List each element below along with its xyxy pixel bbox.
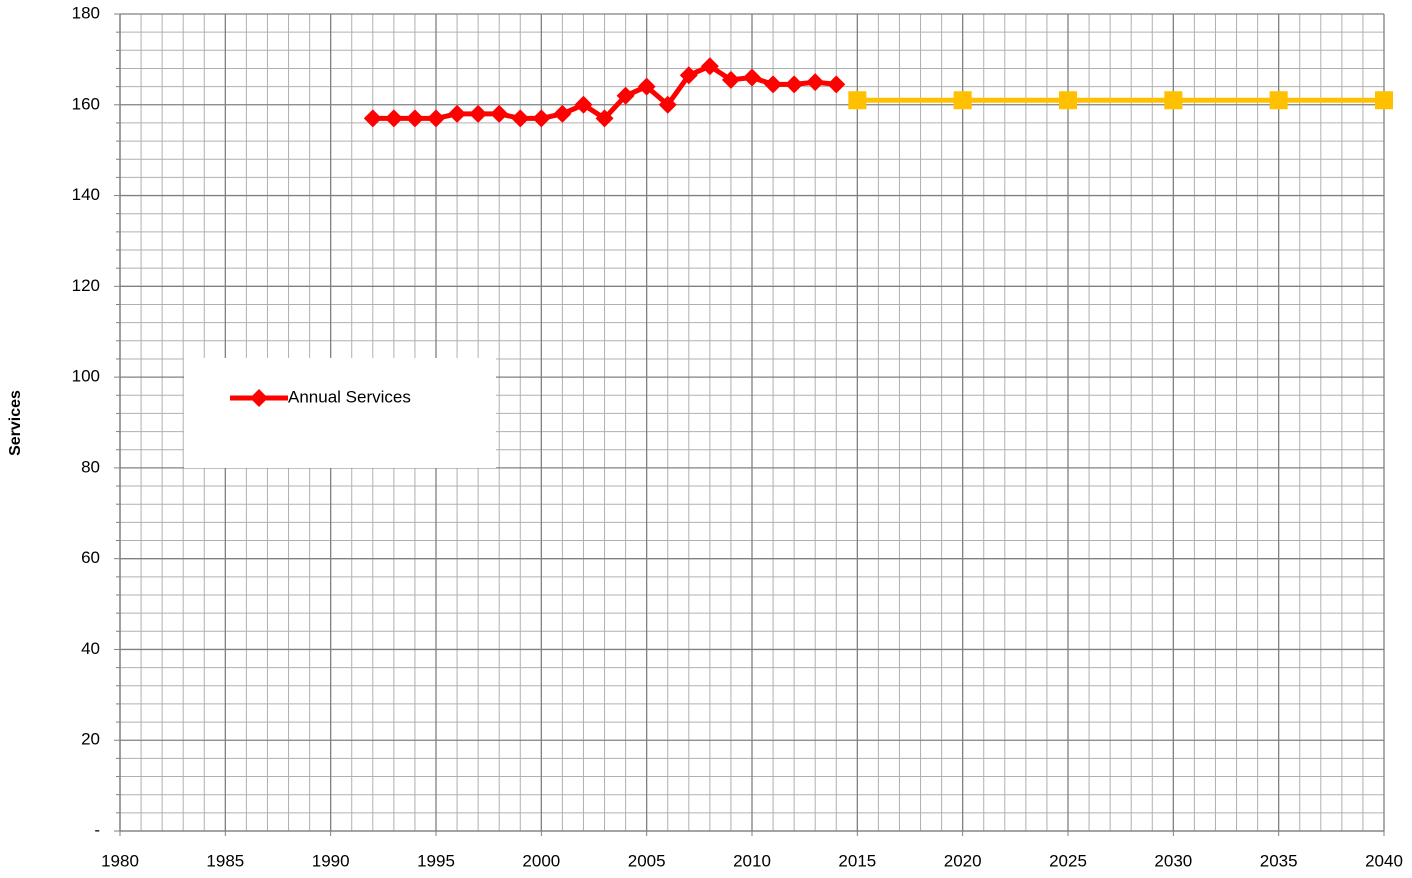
legend: Annual Services <box>184 358 496 468</box>
marker <box>384 109 403 128</box>
marker <box>469 104 488 123</box>
marker <box>658 95 677 114</box>
marker <box>511 109 530 128</box>
x-tick-label: 2025 <box>1049 851 1087 870</box>
marker <box>595 109 614 128</box>
y-tick-label: - <box>94 820 100 839</box>
marker <box>679 66 698 85</box>
marker <box>363 109 382 128</box>
marker <box>785 75 804 94</box>
x-tick-label: 1990 <box>312 851 350 870</box>
marker <box>743 68 761 87</box>
x-tick-label: 2020 <box>944 851 982 870</box>
x-tick-label: 2005 <box>628 851 666 870</box>
marker <box>637 77 656 96</box>
x-tick-label: 1980 <box>101 851 139 870</box>
marker <box>1269 91 1288 110</box>
marker <box>574 95 593 114</box>
marker <box>700 57 719 76</box>
x-tick-label: 2015 <box>838 851 876 870</box>
y-tick-label: 160 <box>72 94 100 113</box>
x-tick-label: 2000 <box>522 851 560 870</box>
y-tick-label: 140 <box>72 185 100 204</box>
marker <box>250 389 268 407</box>
x-tick-label: 2030 <box>1154 851 1192 870</box>
y-tick-label: 40 <box>81 639 100 658</box>
marker <box>490 104 509 123</box>
marker <box>764 75 783 94</box>
x-tick-label: 2040 <box>1365 851 1403 870</box>
y-tick-label: 20 <box>81 730 100 749</box>
x-tick-label: 1995 <box>417 851 455 870</box>
x-tick-label: 1985 <box>206 851 244 870</box>
x-tick-label: 2035 <box>1260 851 1298 870</box>
legend-box <box>184 358 496 468</box>
marker <box>806 73 825 92</box>
y-tick-label: 180 <box>72 3 100 22</box>
marker <box>1375 91 1393 110</box>
marker <box>953 91 972 110</box>
marker <box>827 75 846 94</box>
y-tick-label: 60 <box>81 548 100 567</box>
marker <box>848 91 867 110</box>
marker <box>1059 91 1077 110</box>
y-tick-label: 100 <box>72 367 100 386</box>
marker <box>427 109 445 128</box>
y-tick-label: 80 <box>81 457 100 476</box>
marker <box>1164 91 1183 110</box>
x-tick-label: 2010 <box>733 851 771 870</box>
y-axis-title: Services <box>7 390 24 456</box>
legend-label: Annual Services <box>288 387 411 406</box>
marker <box>532 109 551 128</box>
marker <box>616 86 635 105</box>
marker <box>553 104 572 123</box>
marker <box>405 109 424 128</box>
y-tick-label: 120 <box>72 276 100 295</box>
marker <box>448 104 467 123</box>
marker <box>721 70 740 89</box>
